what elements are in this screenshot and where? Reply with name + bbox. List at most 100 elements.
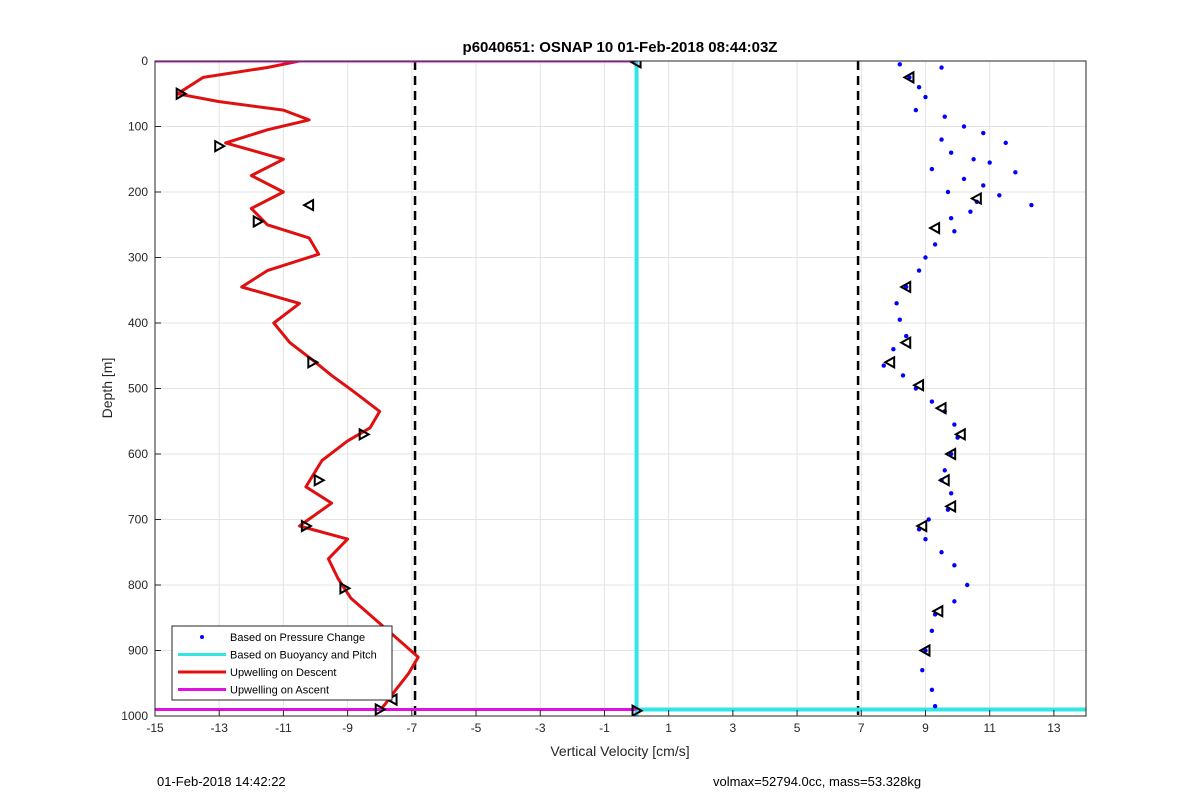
pressure-change-point (920, 667, 925, 673)
footer-volmax-mass: volmax=52794.0cc, mass=53.328kg (713, 774, 922, 789)
pressure-change-point (939, 550, 944, 555)
triangle-marker (944, 499, 957, 514)
pressure-change-point (932, 703, 938, 709)
pressure-change-point (961, 124, 967, 129)
legend-swatch (200, 635, 204, 639)
triangle-marker (302, 198, 315, 212)
x-tick-label: 7 (858, 721, 865, 735)
triangle-marker (899, 280, 912, 294)
pressure-change-point (948, 150, 954, 155)
x-tick-label: 11 (983, 721, 996, 735)
triangle-marker (358, 427, 371, 442)
y-tick-label: 100 (128, 120, 148, 134)
y-tick-label: 900 (128, 644, 148, 658)
chart-title: p6040651: OSNAP 10 01-Feb-2018 08:44:03Z (463, 39, 778, 56)
pressure-change-point (952, 229, 957, 234)
pressure-change-point (952, 563, 957, 568)
pressure-change-point (961, 176, 967, 182)
y-tick-label: 700 (128, 513, 148, 527)
x-tick-label: -3 (535, 721, 546, 735)
x-tick-label: 3 (730, 721, 737, 735)
x-tick-label: -5 (471, 721, 482, 735)
triangle-marker (937, 473, 950, 487)
y-tick-label: 500 (128, 382, 148, 396)
triangle-marker (899, 335, 912, 350)
reference-lines (413, 61, 860, 716)
x-tick-label: 5 (794, 721, 801, 735)
triangle-marker (928, 221, 941, 235)
triangle-marker (629, 61, 642, 70)
pressure-change-point (932, 242, 938, 247)
x-tick-label: -1 (599, 721, 610, 735)
pressure-change-point (929, 166, 935, 172)
pressure-change-point (1003, 140, 1008, 146)
x-tick-label: -13 (211, 721, 229, 735)
axis-ticks: -15 -13 -11 -9 -7 -5 -3 -1 1 3 5 7 9 11 13010020030040… (121, 54, 1061, 735)
triangle-marker (902, 70, 915, 85)
y-tick-label: 0 (141, 54, 148, 68)
pressure-change-point (942, 114, 947, 119)
triangle-marker (175, 87, 188, 101)
x-tick-label: 13 (1047, 721, 1061, 735)
triangle-marker (300, 519, 313, 533)
pressure-change-point (952, 422, 957, 427)
triangle-marker (307, 355, 320, 369)
pressure-change-point (929, 628, 935, 634)
triangle-marker (918, 643, 931, 658)
pressure-change-point (997, 193, 1002, 198)
pressure-change-point (929, 399, 935, 404)
pressure-change-point (981, 130, 986, 136)
y-tick-label: 300 (128, 251, 148, 265)
pressure-change-point (987, 160, 992, 165)
pressure-change-point (923, 94, 928, 100)
triangle-marker (912, 378, 925, 392)
triangle-marker (953, 427, 966, 442)
x-tick-label: 1 (665, 721, 672, 735)
x-axis-label: Vertical Velocity [cm/s] (550, 743, 689, 759)
legend: Based on Pressure Change Based on Buoyanc… (171, 625, 393, 701)
pressure-change-point (913, 107, 919, 113)
pressure-change-point (981, 183, 986, 188)
triangle-marker (934, 401, 947, 415)
pressure-change-point (897, 62, 902, 67)
pressure-change-point (1029, 202, 1034, 208)
y-tick-label: 1000 (121, 709, 148, 723)
legend-label: Upwelling on Descent (230, 667, 336, 679)
pressure-change-point (929, 687, 935, 692)
pressure-change-point (939, 65, 944, 70)
pressure-change-point (1013, 170, 1018, 175)
triangle-marker (944, 447, 957, 461)
x-tick-label: -9 (342, 721, 353, 735)
x-tick-label: 9 (922, 721, 929, 735)
legend-label: Based on Pressure Change (230, 632, 365, 644)
pressure-change-point (965, 582, 970, 588)
pressure-change-point (952, 599, 957, 604)
y-tick-label: 800 (128, 578, 148, 592)
pressure-change-point (971, 157, 976, 162)
pressure-change-point (926, 517, 931, 522)
upwelling-descent-line (176, 61, 420, 712)
pressure-change-point (894, 301, 899, 306)
legend-label: Upwelling on Ascent (230, 685, 329, 697)
pressure-change-point (942, 468, 947, 473)
pressure-change-point (948, 216, 954, 221)
y-tick-label: 200 (128, 185, 148, 199)
pressure-change-point (881, 363, 886, 368)
pressure-change-point (900, 373, 906, 378)
pressure-change-point (945, 189, 951, 195)
footer-timestamp: 01-Feb-2018 14:42:22 (157, 774, 286, 789)
x-tick-label: -7 (406, 721, 417, 735)
pressure-change-point (897, 317, 902, 322)
triangle-marker (969, 191, 982, 206)
pressure-change-point (923, 536, 928, 542)
triangle-marker (313, 473, 326, 487)
y-axis-label: Depth [m] (99, 358, 115, 419)
legend-label: Based on Buoyancy and Pitch (230, 650, 377, 662)
pressure-change-point (891, 347, 896, 352)
triangle-marker (931, 604, 944, 618)
triangle-marker (214, 139, 227, 153)
pressure-change-point (916, 268, 922, 273)
triangle-marker (252, 214, 265, 229)
pressure-change-point (939, 137, 944, 142)
